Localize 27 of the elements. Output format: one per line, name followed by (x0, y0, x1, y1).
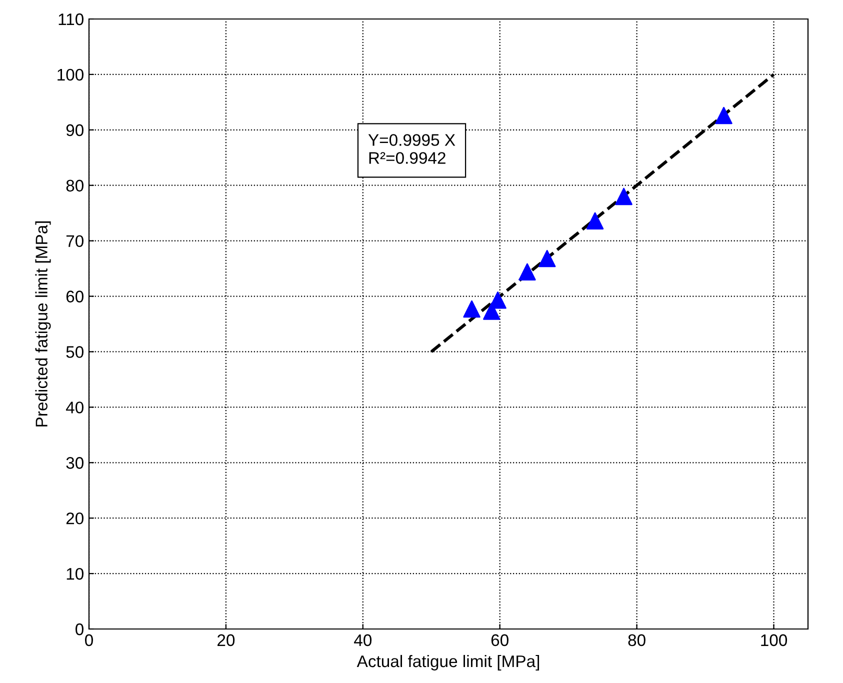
y-tick-label: 80 (66, 180, 84, 192)
y-tick-label: 110 (58, 13, 84, 26)
point (463, 300, 480, 318)
x-tick-label: 60 (491, 634, 508, 646)
y-axis-title: Predicted fatigue limit [MPa] (35, 221, 51, 426)
x-tick-label: 0 (85, 634, 93, 646)
y-tick-label: 90 (66, 124, 84, 136)
x-tick-label: 80 (628, 634, 646, 646)
x-tick-label: 100 (761, 634, 788, 646)
annotation: Y=0.9995 X R²=0.9942 (368, 134, 456, 164)
y-tick-label: 0 (76, 623, 84, 636)
point (715, 106, 732, 124)
y-tick-label: 100 (58, 68, 84, 81)
y-tick-label: 40 (66, 402, 84, 414)
point (518, 263, 536, 280)
y-tick-label: 50 (66, 346, 84, 358)
point (538, 250, 556, 268)
x-tick-label: 40 (354, 634, 372, 646)
y-tick-label: 60 (66, 290, 84, 302)
x-tick-label: 20 (218, 634, 235, 646)
y-tick-label: 70 (66, 235, 84, 248)
point (615, 188, 632, 206)
y-tick-label: 30 (66, 457, 84, 469)
point (586, 212, 604, 230)
x-axis-title: Actual fatigue limit [MPa] (356, 654, 540, 670)
y-tick-label: 10 (66, 568, 84, 580)
y-tick-label: 20 (66, 512, 84, 524)
